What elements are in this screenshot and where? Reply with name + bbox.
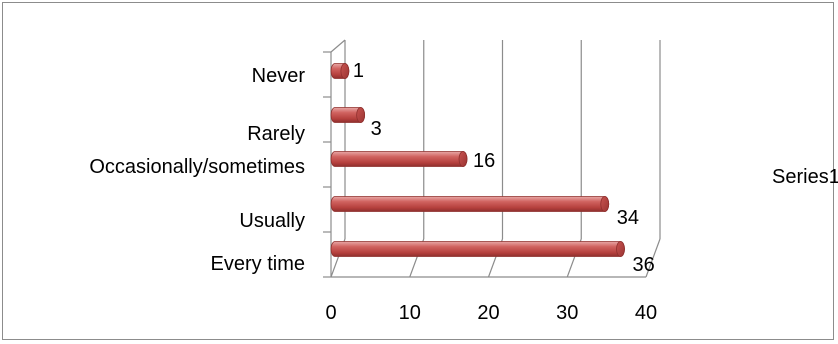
bar-2 (330, 151, 468, 167)
labels: 0 10 20 30 40 Never Rarely Occasionally/sometim… (89, 60, 657, 324)
data-label: 36 (633, 254, 655, 276)
x-tick-label: 10 (399, 302, 421, 324)
data-label: 34 (617, 207, 639, 229)
x-tick-label: 0 (325, 302, 336, 324)
category-label: Rarely (247, 123, 305, 145)
bars (330, 63, 625, 257)
legend-series1: Series1 (772, 166, 838, 188)
data-label: 16 (473, 150, 495, 172)
x-tick-label: 30 (556, 302, 578, 324)
floor-gridline-40 (645, 238, 661, 278)
category-label: Usually (239, 210, 305, 232)
category-label: Occasionally/sometimes (89, 156, 305, 178)
category-label: Every time (211, 253, 305, 275)
data-label: 1 (353, 60, 364, 82)
x-tick-label: 20 (477, 302, 499, 324)
bar-3 (330, 196, 610, 212)
category-label: Never (252, 65, 306, 87)
bar-0 (330, 63, 350, 79)
bar-4 (330, 241, 625, 257)
side-wall-top-edge (330, 39, 346, 53)
axes (323, 39, 646, 278)
x-tick-label: 40 (635, 302, 657, 324)
data-label: 3 (371, 118, 382, 140)
bar-1 (330, 107, 366, 123)
chart-frame (2, 2, 834, 340)
